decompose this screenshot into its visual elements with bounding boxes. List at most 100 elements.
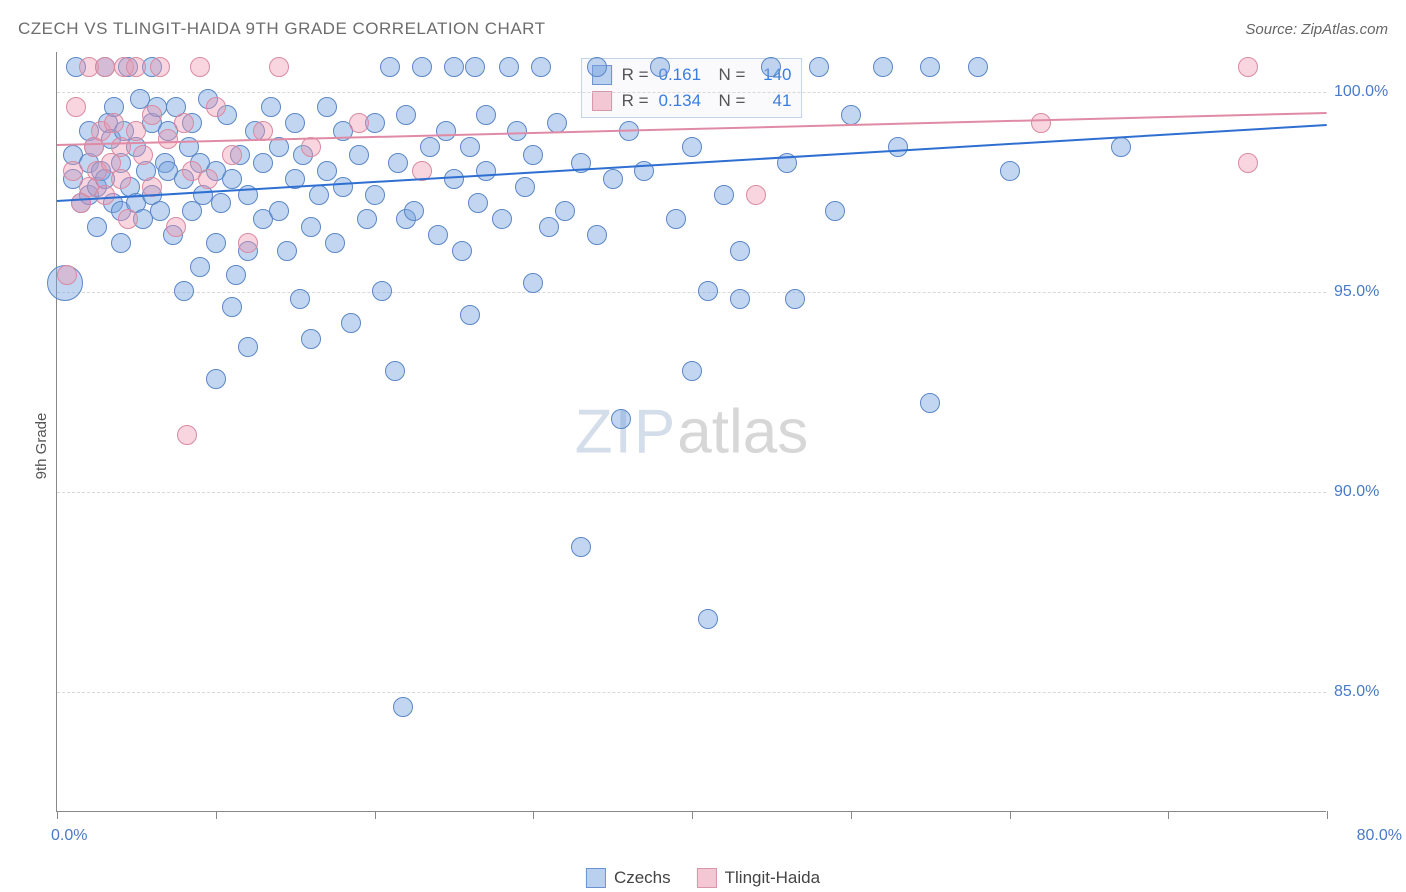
scatter-point-blue: [404, 201, 424, 221]
gridline-y: [57, 92, 1326, 93]
scatter-point-blue: [492, 209, 512, 229]
scatter-point-blue: [333, 177, 353, 197]
scatter-point-blue: [603, 169, 623, 189]
scatter-point-blue: [539, 217, 559, 237]
legend-item-tlingit: Tlingit-Haida: [697, 868, 820, 888]
x-tick-label-max: 80.0%: [1357, 827, 1402, 845]
scatter-point-pink: [95, 57, 115, 77]
scatter-point-blue: [420, 137, 440, 157]
scatter-point-pink: [118, 209, 138, 229]
legend-label-tlingit: Tlingit-Haida: [725, 868, 820, 888]
scatter-point-blue: [222, 169, 242, 189]
y-tick-label: 90.0%: [1334, 483, 1398, 501]
scatter-point-blue: [571, 537, 591, 557]
scatter-point-blue: [682, 361, 702, 381]
scatter-point-blue: [206, 233, 226, 253]
scatter-point-blue: [309, 185, 329, 205]
scatter-point-blue: [666, 209, 686, 229]
scatter-point-blue: [888, 137, 908, 157]
scatter-point-blue: [547, 113, 567, 133]
scatter-point-pink: [222, 145, 242, 165]
scatter-point-pink: [126, 57, 146, 77]
scatter-point-pink: [133, 145, 153, 165]
scatter-point-pink: [104, 113, 124, 133]
x-tick: [1010, 811, 1011, 819]
scatter-point-pink: [150, 57, 170, 77]
r-label-0: R =: [622, 65, 649, 85]
scatter-point-blue: [1111, 137, 1131, 157]
watermark: ZIPatlas: [575, 396, 808, 467]
scatter-point-blue: [385, 361, 405, 381]
x-tick: [375, 811, 376, 819]
gridline-y: [57, 492, 1326, 493]
scatter-point-pink: [126, 121, 146, 141]
scatter-point-blue: [290, 289, 310, 309]
scatter-point-blue: [465, 57, 485, 77]
x-tick-label-min: 0.0%: [51, 827, 87, 845]
scatter-point-blue: [277, 241, 297, 261]
n-label-0: N =: [719, 65, 746, 85]
scatter-point-blue: [468, 193, 488, 213]
scatter-point-blue: [444, 57, 464, 77]
scatter-point-blue: [555, 201, 575, 221]
n-label-1: N =: [719, 91, 746, 111]
scatter-point-blue: [730, 241, 750, 261]
scatter-point-pink: [190, 57, 210, 77]
scatter-point-pink: [269, 57, 289, 77]
scatter-point-blue: [269, 201, 289, 221]
scatter-point-blue: [920, 57, 940, 77]
chart-title: CZECH VS TLINGIT-HAIDA 9TH GRADE CORRELA…: [18, 19, 546, 39]
y-axis-label: 9th Grade: [33, 413, 50, 480]
scatter-point-blue: [714, 185, 734, 205]
scatter-point-blue: [226, 265, 246, 285]
scatter-point-blue: [523, 273, 543, 293]
gridline-y: [57, 692, 1326, 693]
scatter-point-blue: [380, 57, 400, 77]
scatter-point-blue: [372, 281, 392, 301]
scatter-point-blue: [507, 121, 527, 141]
scatter-point-blue: [968, 57, 988, 77]
scatter-point-blue: [365, 185, 385, 205]
gridline-y: [57, 292, 1326, 293]
scatter-point-blue: [444, 169, 464, 189]
scatter-point-blue: [476, 161, 496, 181]
scatter-point-pink: [142, 105, 162, 125]
scatter-point-blue: [730, 289, 750, 309]
scatter-point-blue: [357, 209, 377, 229]
x-tick: [851, 811, 852, 819]
chart-header: CZECH VS TLINGIT-HAIDA 9TH GRADE CORRELA…: [18, 14, 1388, 44]
scatter-point-pink: [1238, 57, 1258, 77]
scatter-point-pink: [111, 137, 131, 157]
scatter-point-pink: [1238, 153, 1258, 173]
scatter-point-blue: [393, 697, 413, 717]
legend-swatch-blue: [586, 868, 606, 888]
chart-root: CZECH VS TLINGIT-HAIDA 9TH GRADE CORRELA…: [0, 0, 1406, 892]
scatter-point-blue: [698, 609, 718, 629]
source-name: ZipAtlas.com: [1301, 21, 1388, 38]
scatter-point-blue: [452, 241, 472, 261]
scatter-point-pink: [166, 217, 186, 237]
scatter-point-blue: [682, 137, 702, 157]
y-tick-label: 100.0%: [1334, 83, 1398, 101]
scatter-point-blue: [841, 105, 861, 125]
scatter-point-blue: [1000, 161, 1020, 181]
n-value-1: 41: [755, 91, 791, 111]
watermark-zip: ZIP: [575, 397, 677, 466]
scatter-point-pink: [206, 97, 226, 117]
legend-swatch-pink: [697, 868, 717, 888]
scatter-point-blue: [396, 105, 416, 125]
watermark-atlas: atlas: [677, 397, 808, 466]
chart-source: Source: ZipAtlas.com: [1245, 21, 1388, 38]
scatter-point-blue: [190, 257, 210, 277]
legend-label-czechs: Czechs: [614, 868, 671, 888]
scatter-point-pink: [174, 113, 194, 133]
scatter-point-blue: [301, 217, 321, 237]
scatter-point-blue: [222, 297, 242, 317]
scatter-point-blue: [460, 137, 480, 157]
scatter-point-pink: [238, 233, 258, 253]
scatter-point-blue: [285, 113, 305, 133]
scatter-point-pink: [198, 169, 218, 189]
scatter-point-blue: [611, 409, 631, 429]
scatter-point-blue: [317, 97, 337, 117]
legend-item-czechs: Czechs: [586, 868, 671, 888]
